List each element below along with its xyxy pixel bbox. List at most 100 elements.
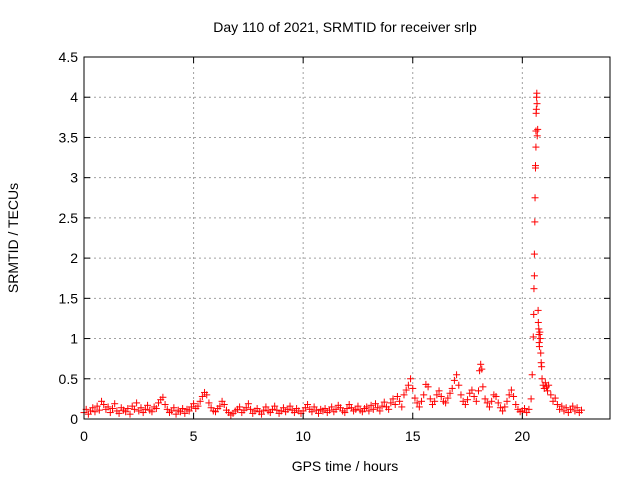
data-point [407,375,415,383]
data-point [547,391,555,399]
data-point [181,409,189,417]
data-point [203,391,211,399]
data-point [286,402,294,410]
data-point [371,400,379,408]
y-tick-label: 0 [70,411,78,427]
data-point [501,403,509,411]
data-point [130,405,138,413]
data-point [159,393,167,401]
data-point [450,376,458,384]
data-point [332,405,340,413]
x-axis-title: GPS time / hours [292,458,399,474]
data-point [290,409,298,417]
plot-frame [83,56,611,420]
data-point [553,401,561,409]
data-point [400,391,408,399]
data-point [380,398,388,406]
data-point [115,409,123,417]
y-tick-label: 3 [70,170,78,186]
data-point [321,405,329,413]
data-point [512,401,520,409]
data-point [385,405,393,413]
data-point [492,392,500,400]
y-tick-label: 1 [70,331,78,347]
data-point [531,164,539,172]
data-point [244,400,252,408]
data-point [161,401,169,409]
data-point [141,405,149,413]
data-point [534,318,542,326]
data-point [521,405,529,413]
data-point [137,404,145,412]
data-point [398,403,406,411]
data-point [551,394,559,402]
data-point [534,306,542,314]
data-point [464,396,472,404]
data-point [89,404,97,412]
data-point [535,343,543,351]
data-point [271,402,279,410]
data-point [531,194,539,202]
data-point [424,383,432,391]
data-point [124,405,132,413]
data-point [387,399,395,407]
data-point [369,405,377,413]
data-point [170,404,178,412]
data-point [530,250,538,258]
data-point [578,406,586,414]
data-point [431,397,439,405]
y-axis-title: SRMTID / TECUs [5,183,21,293]
data-point [262,403,270,411]
data-point [532,127,540,135]
data-point [100,401,108,409]
data-point [536,328,544,336]
data-point [315,409,323,417]
data-point [481,395,489,403]
data-point [455,381,463,389]
data-point [532,105,540,113]
data-point [111,400,119,408]
data-point [530,310,538,318]
data-point [538,375,546,383]
data-point [389,395,397,403]
data-point [185,407,193,415]
x-tick-labels: 0 5 10 15 20 [80,428,530,444]
data-point [525,405,533,413]
data-point [468,386,476,394]
data-series-srmtid [80,89,586,419]
x-tick-label: 5 [190,428,198,444]
grid [84,57,610,419]
data-point [420,391,428,399]
data-point [485,403,493,411]
data-point [411,394,419,402]
data-point [479,383,487,391]
data-point [453,371,461,379]
data-point [483,399,491,407]
data-point [354,402,362,410]
data-point [569,402,577,410]
data-point [530,272,538,280]
data-point [503,397,511,405]
data-point [418,397,426,405]
data-point [530,285,538,293]
data-point [179,405,187,413]
data-point [528,371,536,379]
data-point [478,365,486,373]
data-point [437,392,445,400]
data-point [499,407,507,415]
data-point [279,404,287,412]
data-point [545,381,553,389]
data-point [533,100,541,108]
data-point [442,399,450,407]
data-point [433,391,441,399]
y-tick-label: 4.5 [59,49,79,65]
data-point [396,397,404,405]
data-point [426,395,434,403]
data-point [475,387,482,395]
data-point [558,402,566,410]
data-point [133,399,141,407]
data-point [194,402,202,410]
data-point [444,394,452,402]
data-point [391,401,399,409]
data-point [242,404,250,412]
